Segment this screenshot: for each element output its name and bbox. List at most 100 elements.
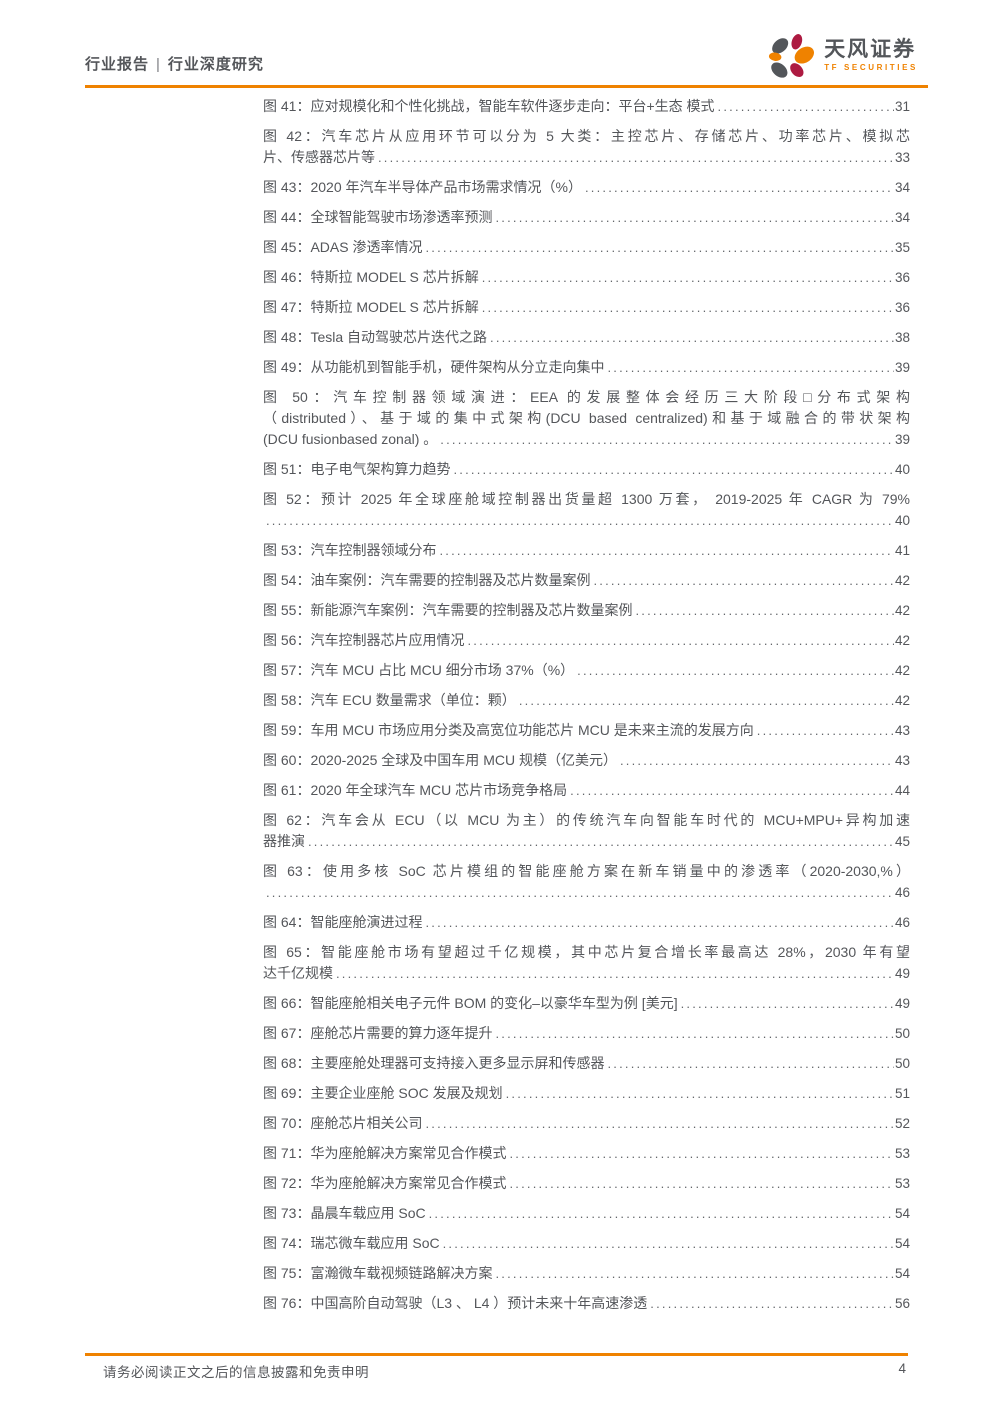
toc-entry[interactable]: 图 64：智能座舱演进过程...........................… — [263, 912, 910, 933]
toc-entry[interactable]: 图 50：汽车控制器领域演进：EEA 的发展整体会经历三大阶段□分布式架构 （di… — [263, 387, 910, 450]
toc-entry-text: 达千亿规模 — [263, 965, 333, 981]
toc-entry[interactable]: 图 41：应对规模化和个性化挑战，智能车软件逐步走向：平台+生态 模式.....… — [263, 96, 910, 117]
toc-page-number: 42 — [894, 633, 910, 648]
toc-entry[interactable]: 图 60：2020-2025 全球及中国车用 MCU 规模（亿美元）......… — [263, 750, 910, 771]
toc-dot-leader: ........................................… — [509, 1146, 894, 1161]
toc-entry-text: 图 76：中国高阶自动驾驶（L3 、 L4 ）预计未来十年高速渗透 — [263, 1295, 648, 1311]
toc-page-number: 34 — [894, 210, 910, 225]
toc-entry[interactable]: 图 58：汽车 ECU 数量需求（单位：颗）..................… — [263, 690, 910, 711]
toc-entry-text-line: 图 65：智能座舱市场有望超过千亿规模，其中芯片复合增长率最高达 28%，203… — [263, 944, 910, 960]
toc-entry[interactable]: 图 76：中国高阶自动驾驶（L3 、 L4 ）预计未来十年高速渗透.......… — [263, 1293, 910, 1314]
toc-entry[interactable]: 图 68：主要座舱处理器可支持接入更多显示屏和传感器..............… — [263, 1053, 910, 1074]
toc-entry[interactable]: 图 65：智能座舱市场有望超过千亿规模，其中芯片复合增长率最高达 28%，203… — [263, 942, 910, 984]
toc-entry[interactable]: 图 57：汽车 MCU 占比 MCU 细分市场 37%（%）..........… — [263, 660, 910, 681]
toc-entry[interactable]: 图 54：油车案例：汽车需要的控制器及芯片数量案例...............… — [263, 570, 910, 591]
toc-dot-leader: ........................................… — [650, 1296, 894, 1311]
toc-entry[interactable]: 图 53：汽车控制器领域分布..........................… — [263, 540, 910, 561]
toc-entry[interactable]: 图 55：新能源汽车案例：汽车需要的控制器及芯片数量案例............… — [263, 600, 910, 621]
toc-entry[interactable]: 图 56：汽车控制器芯片应用情况........................… — [263, 630, 910, 651]
toc-page-number: 42 — [894, 573, 910, 588]
toc-entry[interactable]: 图 45：ADAS 渗透率情况.........................… — [263, 237, 910, 258]
toc-page-number: 46 — [894, 915, 910, 930]
toc-page-number: 43 — [894, 723, 910, 738]
toc-entry[interactable]: 图 67：座舱芯片需要的算力逐年提升......................… — [263, 1023, 910, 1044]
toc-page-number: 42 — [894, 603, 910, 618]
toc-dot-leader: ........................................… — [442, 1236, 894, 1251]
toc-dot-leader: ........................................… — [453, 462, 894, 477]
breadcrumb-separator: | — [156, 56, 161, 73]
toc-entry[interactable]: 图 42：汽车芯片从应用环节可以分为 5 大类：主控芯片、存储芯片、功率芯片、模… — [263, 126, 910, 168]
toc-page-number: 39 — [894, 432, 910, 447]
toc-entry[interactable]: 图 48：Tesla 自动驾驶芯片迭代之路...................… — [263, 327, 910, 348]
toc-entry[interactable]: 图 46：特斯拉 MODEL S 芯片拆解...................… — [263, 267, 910, 288]
toc-dot-leader: ........................................… — [577, 663, 894, 678]
toc-entry[interactable]: 图 66：智能座舱相关电子元件 BOM 的变化–以豪华车型为例 [美元]....… — [263, 993, 910, 1014]
toc-entry[interactable]: 图 73：晶晨车载应用 SoC.........................… — [263, 1203, 910, 1224]
toc-page-number: 53 — [894, 1146, 910, 1161]
toc-entry[interactable]: 图 71：华为座舱解决方案常见合作模式.....................… — [263, 1143, 910, 1164]
toc-page-number: 49 — [894, 996, 910, 1011]
brand-text: 天风证券 TF SECURITIES — [824, 38, 918, 73]
toc-entry[interactable]: 图 47：特斯拉 MODEL S 芯片拆解...................… — [263, 297, 910, 318]
toc-dot-leader: ........................................… — [717, 99, 894, 114]
toc-entry[interactable]: 图 44：全球智能驾驶市场渗透率预测......................… — [263, 207, 910, 228]
toc-dot-leader: ........................................… — [481, 270, 894, 285]
toc-entry-text: 图 74：瑞芯微车载应用 SoC — [263, 1235, 440, 1251]
toc-entry[interactable]: 图 70：座舱芯片相关公司...........................… — [263, 1113, 910, 1134]
toc-entry[interactable]: 图 52：预计 2025 年全球座舱域控制器出货量超 1300 万套， 2019… — [263, 489, 910, 531]
toc-entry[interactable]: 图 43：2020 年汽车半导体产品市场需求情况（%）.............… — [263, 177, 910, 198]
toc-entry[interactable]: 图 49：从功能机到智能手机，硬件架构从分立走向集中..............… — [263, 357, 910, 378]
toc-page-number: 36 — [894, 300, 910, 315]
toc-dot-leader: ........................................… — [481, 300, 894, 315]
toc-page-number: 33 — [894, 150, 910, 165]
toc-page-number: 44 — [894, 783, 910, 798]
toc-page-number: 46 — [894, 885, 910, 900]
toc-dot-leader: ........................................… — [495, 210, 894, 225]
toc-dot-leader: ........................................… — [495, 1026, 894, 1041]
brand-name-en: TF SECURITIES — [824, 63, 918, 72]
toc-page-number: 39 — [894, 360, 910, 375]
toc-entry[interactable]: 图 72：华为座舱解决方案常见合作模式.....................… — [263, 1173, 910, 1194]
toc-entry-text: 图 58：汽车 ECU 数量需求（单位：颗） — [263, 692, 516, 708]
footer-page-number: 4 — [898, 1361, 906, 1376]
toc-dot-leader: ........................................… — [467, 633, 894, 648]
toc-dot-leader: ........................................… — [495, 1266, 894, 1281]
toc-entry[interactable]: 图 61：2020 年全球汽车 MCU 芯片市场竞争格局............… — [263, 780, 910, 801]
toc-entry[interactable]: 图 69：主要企业座舱 SOC 发展及规划...................… — [263, 1083, 910, 1104]
toc-entry-text-line: 图 62：汽车会从 ECU（以 MCU 为主）的传统汽车向智能车时代的 MCU+… — [263, 812, 910, 828]
breadcrumb: 行业报告 | 行业深度研究 — [85, 53, 264, 74]
tf-logo-flower-icon — [769, 34, 815, 78]
toc-dot-leader: ........................................… — [308, 834, 894, 849]
toc-dot-leader: ........................................… — [266, 885, 894, 900]
footer-divider — [85, 1353, 908, 1356]
toc-page-number: 50 — [894, 1026, 910, 1041]
toc-page-number: 54 — [894, 1206, 910, 1221]
toc-page-number: 40 — [894, 513, 910, 528]
toc-entry[interactable]: 图 59：车用 MCU 市场应用分类及高宽位功能芯片 MCU 是未来主流的发展方… — [263, 720, 910, 741]
toc-entry-text: 图 71：华为座舱解决方案常见合作模式 — [263, 1145, 507, 1161]
toc-entry-text-line: 图 42：汽车芯片从应用环节可以分为 5 大类：主控芯片、存储芯片、功率芯片、模… — [263, 128, 910, 144]
toc-dot-leader: ........................................… — [680, 996, 894, 1011]
toc-entry-text: 图 44：全球智能驾驶市场渗透率预测 — [263, 209, 493, 225]
toc-dot-leader: ........................................… — [619, 753, 894, 768]
toc-entry-text: 图 41：应对规模化和个性化挑战，智能车软件逐步走向：平台+生态 模式 — [263, 98, 715, 114]
toc-dot-leader: ........................................… — [635, 603, 894, 618]
toc-entry[interactable]: 图 74：瑞芯微车载应用 SoC........................… — [263, 1233, 910, 1254]
toc-page-number: 36 — [894, 270, 910, 285]
toc-entry[interactable]: 图 63：使用多核 SoC 芯片模组的智能座舱方案在新车销量中的渗透率（2020… — [263, 861, 910, 903]
toc-entry-text-line: （distributed）、基于域的集中式架构(DCU based centra… — [263, 410, 910, 426]
toc-entry[interactable]: 图 75：富瀚微车载视频链路解决方案......................… — [263, 1263, 910, 1284]
toc-dot-leader: ........................................… — [440, 432, 894, 447]
toc-page-number: 52 — [894, 1116, 910, 1131]
toc-entry-text: 图 61：2020 年全球汽车 MCU 芯片市场竞争格局 — [263, 782, 568, 798]
toc-entry-text-line: 图 50：汽车控制器领域演进：EEA 的发展整体会经历三大阶段□分布式架构 — [263, 389, 910, 405]
toc-entry[interactable]: 图 51：电子电气架构算力趋势.........................… — [263, 459, 910, 480]
toc-page-number: 56 — [894, 1296, 910, 1311]
figure-toc-list: 图 41：应对规模化和个性化挑战，智能车软件逐步走向：平台+生态 模式.....… — [263, 96, 910, 1323]
toc-dot-leader: ........................................… — [570, 783, 894, 798]
toc-dot-leader: ........................................… — [518, 693, 894, 708]
brand-name-cn: 天风证券 — [824, 38, 917, 61]
toc-page-number: 40 — [894, 462, 910, 477]
toc-entry[interactable]: 图 62：汽车会从 ECU（以 MCU 为主）的传统汽车向智能车时代的 MCU+… — [263, 810, 910, 852]
